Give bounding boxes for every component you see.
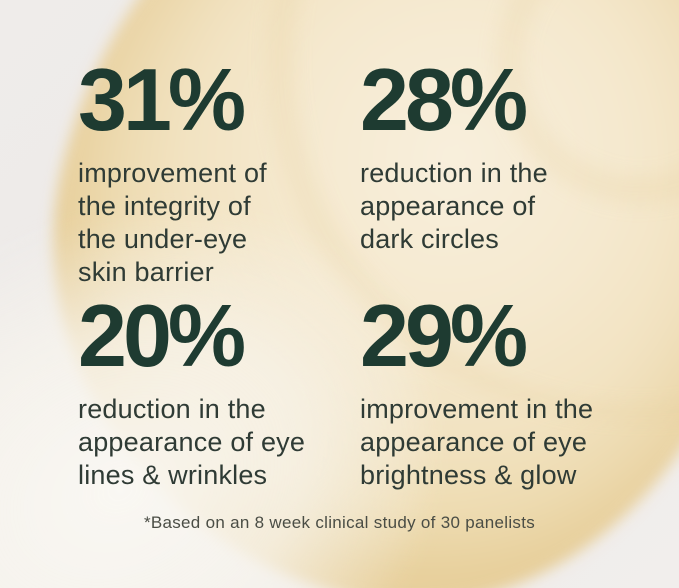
stat-block-brightness-glow: 29% improvement in the appearance of eye… [360,292,660,492]
stat-description: improvement in the appearance of eye bri… [360,394,594,490]
footnote: *Based on an 8 week clinical study of 30… [143,513,536,532]
stat-value: 31% [78,50,246,149]
stat-value: 20% [78,286,246,385]
stat-block-dark-circles: 28% reduction in the appearance of dark … [360,56,660,256]
stat-description: reduction in the appearance of eye lines… [78,394,306,490]
stat-block-skin-barrier: 31% improvement of the integrity of the … [78,56,378,289]
stat-value: 29% [360,286,528,385]
stat-value: 28% [360,50,528,149]
stat-description: reduction in the appearance of dark circ… [360,158,548,254]
stat-block-lines-wrinkles: 20% reduction in the appearance of eye l… [78,292,378,492]
stat-description: improvement of the integrity of the unde… [78,158,267,287]
